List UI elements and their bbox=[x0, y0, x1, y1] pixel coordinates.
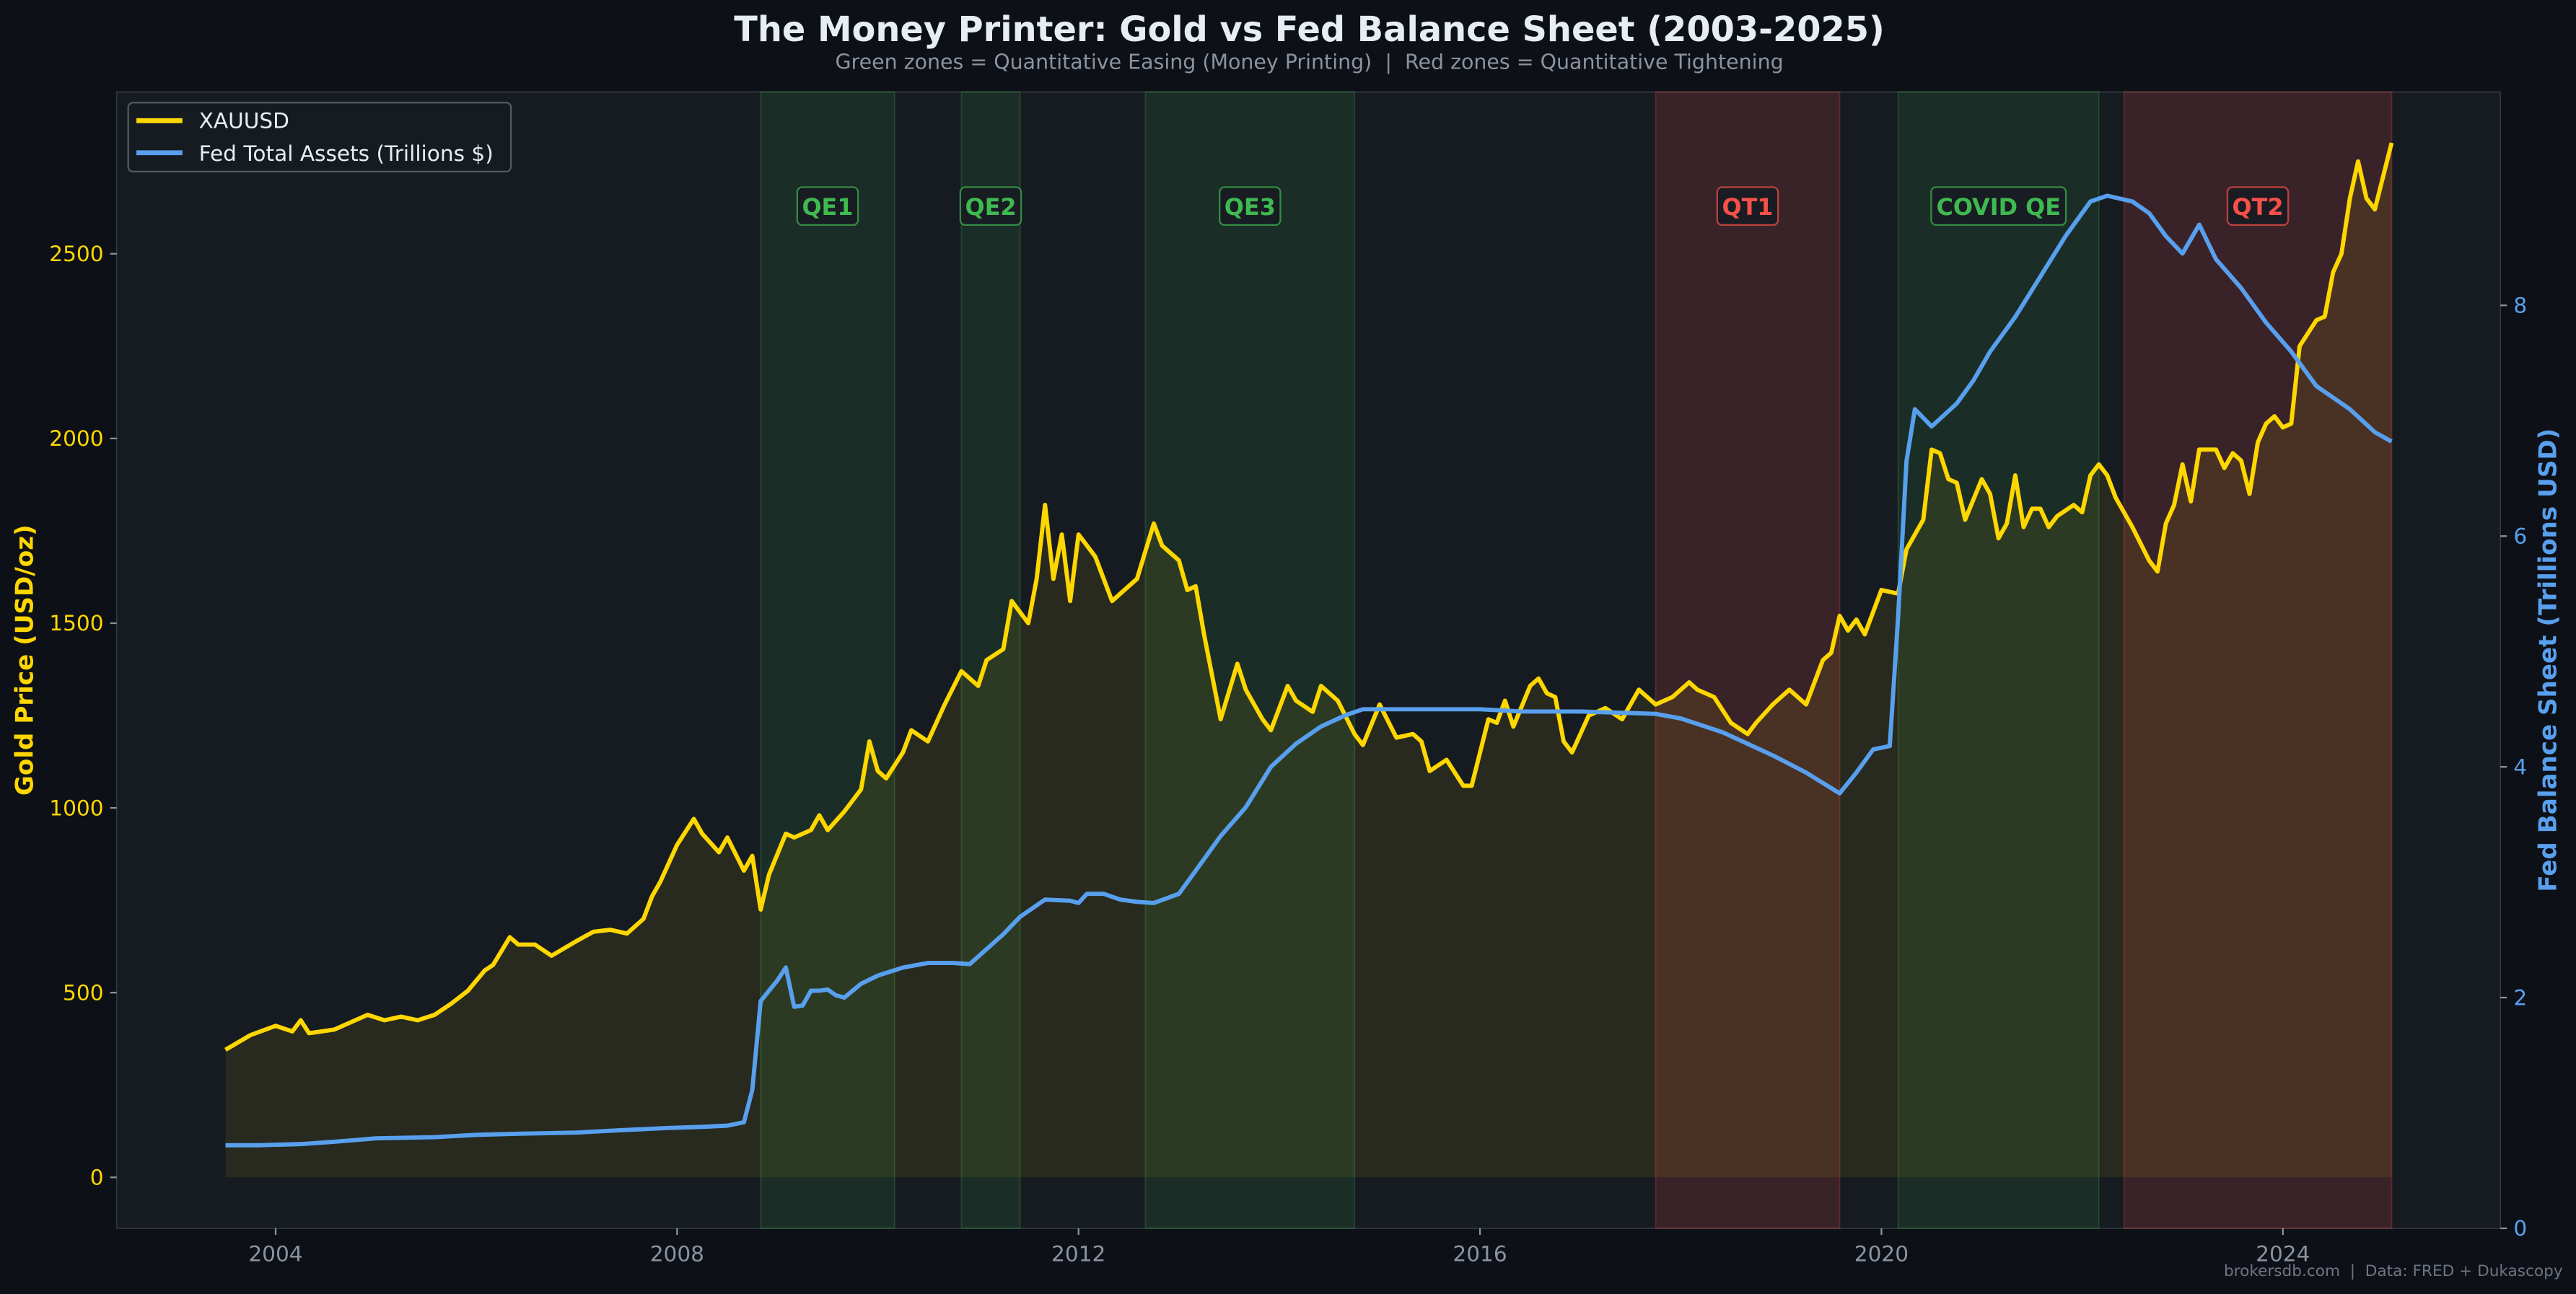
zone-label-box bbox=[796, 186, 859, 226]
left-y-tick-label: 500 bbox=[63, 980, 103, 1005]
x-tick-label: 2016 bbox=[1453, 1241, 1507, 1266]
legend-label-fed: Fed Total Assets (Trillions $) bbox=[199, 141, 494, 166]
zone-label-text: QE3 bbox=[1225, 193, 1276, 221]
legend: XAUUSD Fed Total Assets (Trillions $) bbox=[127, 102, 512, 173]
fills bbox=[225, 143, 2392, 1178]
left-y-tick-label: 1500 bbox=[49, 611, 103, 635]
right-y-tick-label: 8 bbox=[2513, 294, 2527, 318]
zone-label-qe2: QE2 bbox=[959, 186, 1022, 226]
zone-label-qt1: QT1 bbox=[1716, 186, 1779, 226]
zone-label-box bbox=[1716, 186, 1779, 226]
zone-label-text: QT2 bbox=[2233, 193, 2284, 221]
zone-labels: QE1 QE2 QE3 QT1 COVID QE QT2 bbox=[796, 186, 2290, 226]
legend-box bbox=[127, 102, 512, 173]
right-y-tick-label: 4 bbox=[2513, 754, 2527, 779]
plot-area bbox=[115, 91, 2502, 1229]
zone-label-text: QT1 bbox=[1722, 193, 1773, 221]
zone-label-text: COVID QE bbox=[1936, 193, 2061, 221]
footer-credit: brokersdb.com | Data: FRED + Dukascopy bbox=[2224, 1262, 2563, 1280]
left-y-tick-label: 2500 bbox=[49, 242, 103, 266]
x-tick-label: 2020 bbox=[1854, 1241, 1909, 1266]
zone-label-box bbox=[1219, 186, 1282, 226]
zone-covid-qe bbox=[1897, 91, 2100, 1229]
left-y-tick-label: 1000 bbox=[49, 796, 103, 820]
gold-area-fill bbox=[225, 143, 2392, 1178]
gold-price-line bbox=[224, 142, 2394, 1052]
chart-title: The Money Printer: Gold vs Fed Balance S… bbox=[734, 10, 1885, 50]
zone-label-covid-qe: COVID QE bbox=[1930, 186, 2067, 226]
zone-qt2 bbox=[2123, 91, 2393, 1229]
zone-label-text: QE1 bbox=[802, 193, 853, 221]
left-y-tick-label: 0 bbox=[90, 1165, 104, 1189]
axes: 2004 2008 2012 2016 2020 2024 0 500 1000 1500 2000… bbox=[49, 242, 2527, 1266]
right-axis-label: Fed Balance Sheet (Trillions USD) bbox=[2534, 428, 2563, 892]
zone-label-box bbox=[2226, 186, 2290, 226]
right-y-tick-label: 0 bbox=[2513, 1216, 2527, 1241]
zone-label-box bbox=[1930, 186, 2067, 226]
x-tick-label: 2004 bbox=[248, 1241, 302, 1266]
left-axis-label: Gold Price (USD/oz) bbox=[11, 524, 40, 796]
zone-qt1 bbox=[1655, 91, 1841, 1229]
lines bbox=[224, 142, 2394, 1148]
x-tick-label: 2024 bbox=[2256, 1241, 2310, 1266]
zone-label-qe1: QE1 bbox=[796, 186, 859, 226]
zones bbox=[760, 91, 2393, 1229]
zone-qe1 bbox=[760, 91, 895, 1229]
zone-label-box bbox=[959, 186, 1022, 226]
right-y-tick-label: 6 bbox=[2513, 524, 2527, 549]
x-tick-label: 2012 bbox=[1051, 1241, 1105, 1266]
zone-label-text: QE2 bbox=[965, 193, 1016, 221]
left-y-tick-label: 2000 bbox=[49, 426, 103, 451]
zone-qe3 bbox=[1144, 91, 1356, 1229]
chart-subtitle: Green zones = Quantitative Easing (Money… bbox=[836, 50, 1784, 74]
right-y-tick-label: 2 bbox=[2513, 985, 2527, 1010]
zone-qe2 bbox=[960, 91, 1021, 1229]
zone-label-qe3: QE3 bbox=[1219, 186, 1282, 226]
zone-label-qt2: QT2 bbox=[2226, 186, 2290, 226]
legend-label-gold: XAUUSD bbox=[199, 109, 289, 133]
x-tick-label: 2008 bbox=[650, 1241, 704, 1266]
fed-assets-line bbox=[225, 193, 2393, 1148]
